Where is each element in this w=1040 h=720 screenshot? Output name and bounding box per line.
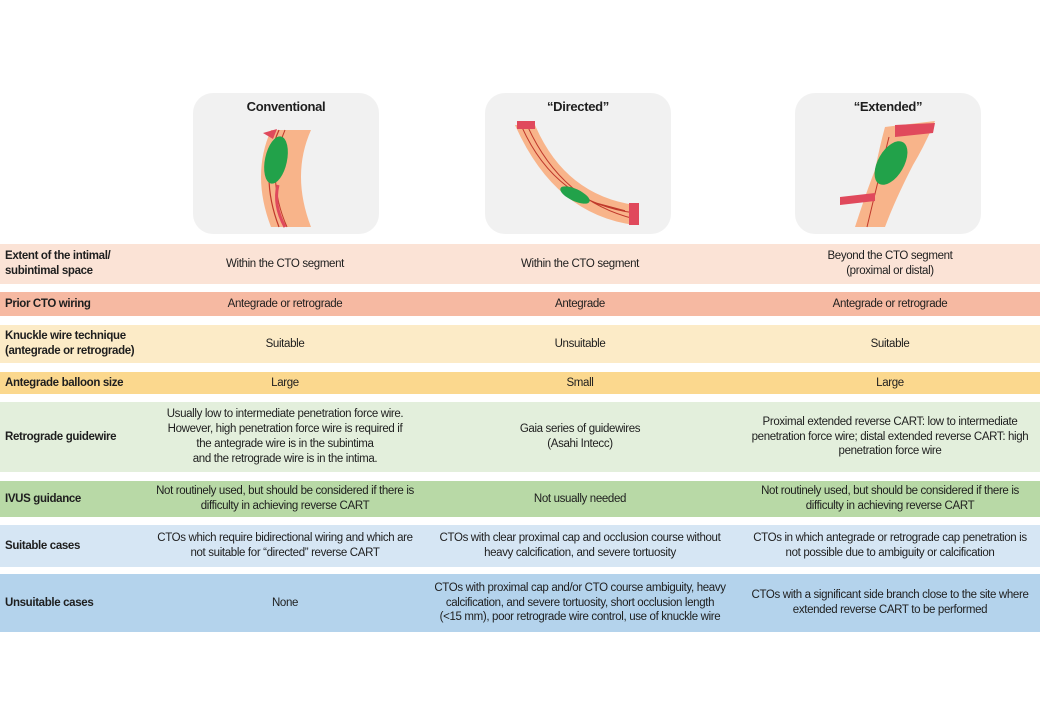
table-cell: CTOs with a significant side branch clos… — [751, 589, 1029, 616]
table-cell: CTOs in which antegrade or retrograde ca… — [753, 532, 1027, 559]
table-cell: CTOs with proximal cap and/or CTO course… — [434, 581, 726, 624]
table-cell: Large — [876, 376, 904, 389]
table-row-prior-wiring: Prior CTO wiring Antegrade or retrograde… — [0, 292, 1040, 316]
table-cell: Suitable — [870, 337, 910, 350]
row-label: Antegrade balloon size — [5, 376, 124, 389]
directed-reverse-cart-diagram — [515, 121, 639, 225]
table-cell: Usually low to intermediate penetration … — [166, 408, 404, 465]
table-cell: Antegrade or retrograde — [227, 297, 343, 310]
table-cell: CTOs with clear proximal cap and occlusi… — [439, 532, 721, 559]
table-cell: Not routinely used, but should be consid… — [156, 485, 414, 512]
column-header-extended: “Extended” — [795, 93, 981, 234]
row-label: Knuckle wire technique (antegrade or ret… — [5, 330, 135, 357]
table-cell: Not usually needed — [533, 492, 627, 505]
table-row-balloon-size: Antegrade balloon size Large Small Large — [0, 372, 1040, 394]
table-row-extent: Extent of the intimal/ subintimal space … — [0, 244, 1040, 284]
table-row-unsuitable-cases: Unsuitable cases None CTOs with proximal… — [0, 574, 1040, 632]
column-header-conventional: Conventional — [193, 93, 379, 234]
table-cell: Antegrade or retrograde — [832, 297, 948, 310]
table-cell: Within the CTO segment — [521, 257, 639, 270]
table-cell: None — [271, 596, 299, 609]
row-label: Retrograde guidewire — [5, 430, 117, 443]
table-cell: Proximal extended reverse CART: low to i… — [751, 415, 1029, 458]
column-title: “Directed” — [546, 99, 610, 114]
table-row-ivus: IVUS guidance Not routinely used, but sh… — [0, 481, 1040, 517]
column-title: Conventional — [246, 99, 326, 114]
table-cell: Within the CTO segment — [226, 257, 344, 270]
table-cell: Unsuitable — [554, 337, 606, 350]
row-label: Unsuitable cases — [5, 596, 94, 609]
table-cell: CTOs which require bidirectional wiring … — [157, 532, 413, 559]
row-label: IVUS guidance — [5, 492, 81, 505]
table-cell: Beyond the CTO segment (proximal or dist… — [827, 250, 953, 277]
table-cell: Antegrade — [555, 297, 605, 310]
table-cell: Suitable — [265, 337, 305, 350]
table-row-suitable-cases: Suitable cases CTOs which require bidire… — [0, 525, 1040, 567]
row-label: Suitable cases — [5, 539, 81, 552]
table-cell: Not routinely used, but should be consid… — [761, 485, 1019, 512]
extended-reverse-cart-diagram — [840, 121, 935, 228]
table-cell: Small — [566, 376, 594, 389]
table-cell: Large — [271, 376, 299, 389]
table-row-retrograde-guidewire: Retrograde guidewire Usually low to inte… — [0, 402, 1040, 472]
conventional-reverse-cart-diagram — [261, 129, 311, 228]
row-label: Extent of the intimal/ subintimal space — [5, 250, 111, 277]
column-title: “Extended” — [853, 99, 923, 114]
table-cell: Gaia series of guidewires (Asahi Intecc) — [519, 423, 641, 450]
row-label: Prior CTO wiring — [5, 297, 91, 310]
column-header-directed: “Directed” — [485, 93, 671, 234]
table-row-knuckle: Knuckle wire technique (antegrade or ret… — [0, 325, 1040, 363]
